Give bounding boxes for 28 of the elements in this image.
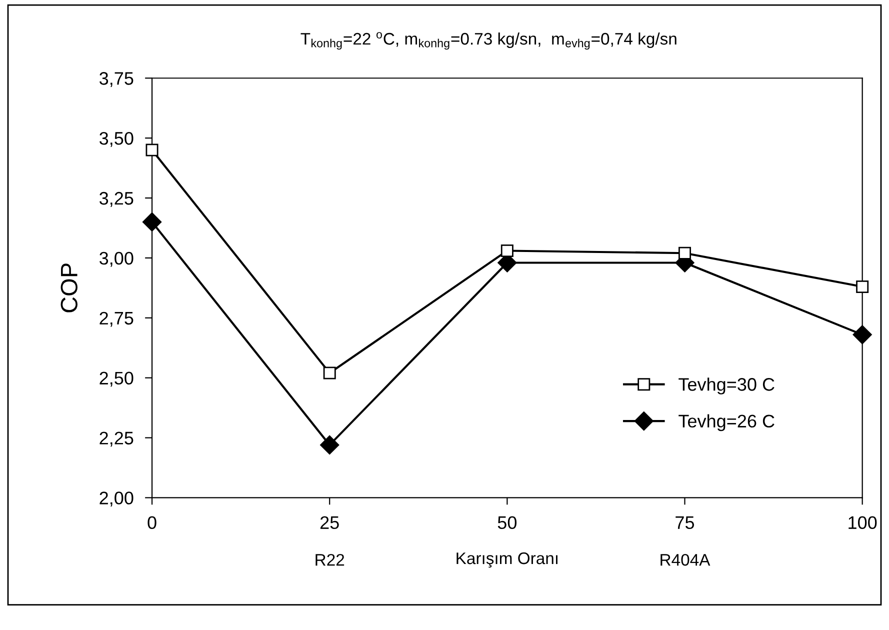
text: R404A bbox=[660, 554, 710, 566]
x-tick-label: 75 bbox=[676, 516, 694, 530]
point bbox=[678, 246, 692, 260]
text: R22 bbox=[316, 554, 344, 566]
y-tick-label: 3,75 bbox=[100, 72, 134, 87]
point bbox=[323, 366, 336, 380]
legend-label: Tevhg=30 C bbox=[678, 378, 774, 394]
chart-title: T$_{konhg}$=22 $^{o}$C, m$_{konhg}$=0.73 kg/sn, m$_{evhg}$=0,74 kg/sn bbox=[300, 32, 676, 50]
x-tick-label: 25 bbox=[320, 516, 339, 530]
y-tick-label: 3,25 bbox=[100, 192, 134, 207]
y-tick-label: 2,75 bbox=[100, 312, 134, 327]
legend-label: Tevhg=26 C bbox=[678, 414, 774, 432]
point bbox=[146, 144, 158, 156]
point bbox=[320, 435, 340, 454]
point bbox=[142, 212, 162, 232]
point bbox=[856, 280, 869, 293]
y-tick-label: 3,00 bbox=[100, 252, 134, 267]
y-tick-label: 3,50 bbox=[100, 132, 134, 147]
y-tick-label: 2,25 bbox=[100, 432, 134, 447]
point bbox=[852, 325, 872, 344]
x-tick-label: 0 bbox=[148, 516, 156, 530]
x-tick-label: 100 bbox=[848, 516, 877, 530]
y-tick-label: 2,50 bbox=[100, 372, 134, 387]
y-tick-label: 2,00 bbox=[100, 492, 134, 507]
x-tick-label: 50 bbox=[498, 516, 517, 530]
point bbox=[500, 244, 514, 257]
y-axis-title: COP bbox=[60, 264, 78, 312]
x-axis-title: Karışım Oranı bbox=[456, 552, 558, 568]
